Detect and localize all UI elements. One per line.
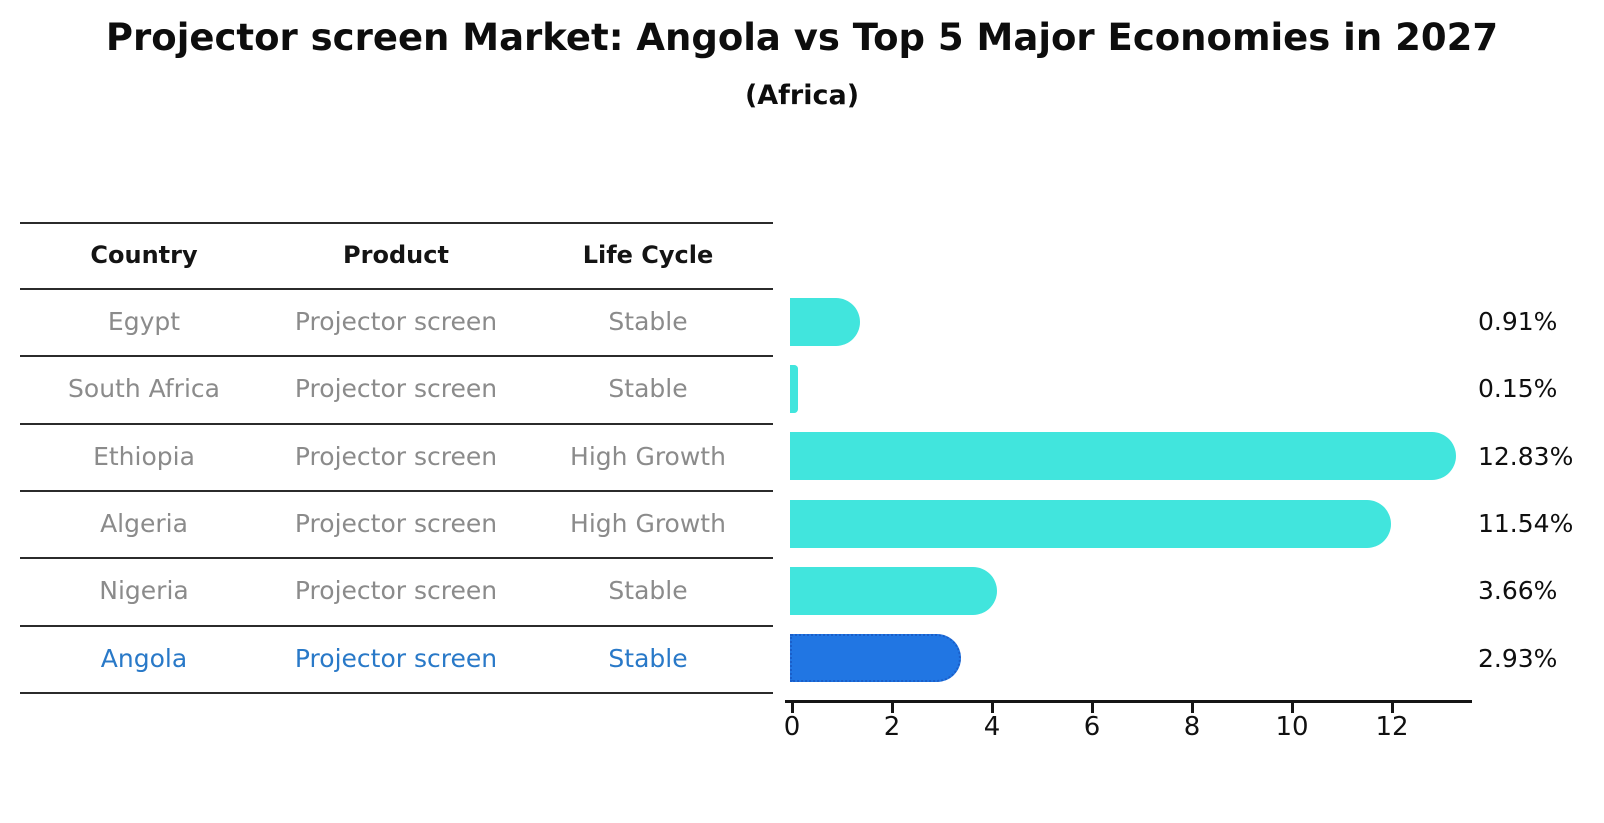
- life-cycle-cell: Stable: [608, 576, 688, 606]
- life-cycle-cell: High Growth: [570, 441, 726, 471]
- x-axis-tick: [1390, 702, 1394, 713]
- life-cycle-cell: Stable: [608, 307, 688, 337]
- x-axis-tick: [790, 702, 794, 713]
- x-axis-tick: [990, 702, 994, 713]
- x-axis-tick-label: 10: [1275, 712, 1309, 742]
- x-axis-tick: [1190, 702, 1194, 713]
- table-row: Egypt Projector screen Stable 0.91%: [0, 288, 1604, 355]
- chart-subtitle: (Africa): [744, 80, 860, 111]
- product-cell: Projector screen: [294, 576, 498, 606]
- x-axis-tick-label: 12: [1375, 712, 1409, 742]
- x-axis-tick-label: 0: [783, 712, 801, 742]
- life-cycle-cell: Stable: [608, 643, 688, 673]
- country-cell: Egypt: [107, 307, 181, 337]
- country-cell: South Africa: [68, 374, 220, 404]
- x-axis-line: [785, 700, 1472, 703]
- column-header-country: Country: [90, 241, 198, 269]
- bar-ethiopia: [790, 432, 1456, 481]
- table-row: Algeria Projector screen High Growth 11.…: [0, 490, 1604, 557]
- country-cell: Algeria: [100, 509, 188, 539]
- table-row-highlighted: Angola Projector screen Stable 2.93%: [0, 625, 1604, 692]
- bar-egypt: [790, 297, 860, 346]
- country-cell: Nigeria: [99, 576, 189, 606]
- row-divider: [20, 355, 773, 357]
- x-axis-tick-label: 8: [1183, 712, 1201, 742]
- row-divider: [20, 423, 773, 425]
- table-header-row: Country Product Life Cycle: [0, 222, 1604, 288]
- table-top-rule: [20, 222, 773, 224]
- product-cell: Projector screen: [294, 374, 498, 404]
- product-cell: Projector screen: [294, 441, 498, 471]
- table-bottom-rule: [20, 692, 773, 694]
- x-axis-tick: [1090, 702, 1094, 713]
- x-axis-tick: [1290, 702, 1294, 713]
- row-divider: [20, 557, 773, 559]
- product-cell: Projector screen: [294, 307, 498, 337]
- chart-title: Projector screen Market: Angola vs Top 5…: [105, 16, 1499, 59]
- x-axis-tick-label: 2: [883, 712, 901, 742]
- value-label: 3.66%: [1478, 576, 1558, 606]
- life-cycle-cell: Stable: [608, 374, 688, 404]
- table-row: Nigeria Projector screen Stable 3.66%: [0, 557, 1604, 624]
- value-label: 12.83%: [1478, 441, 1574, 471]
- value-label: 2.93%: [1478, 643, 1558, 673]
- column-header-life-cycle: Life Cycle: [582, 241, 714, 269]
- x-axis-tick: [890, 702, 894, 713]
- bar-algeria: [790, 499, 1391, 548]
- table-row: Ethiopia Projector screen High Growth 12…: [0, 423, 1604, 490]
- bar-nigeria: [790, 567, 997, 616]
- product-cell: Projector screen: [294, 509, 498, 539]
- value-label: 11.54%: [1478, 509, 1574, 539]
- column-header-product: Product: [343, 241, 449, 269]
- value-label: 0.15%: [1478, 374, 1558, 404]
- life-cycle-cell: High Growth: [570, 509, 726, 539]
- table-row: South Africa Projector screen Stable 0.1…: [0, 355, 1604, 422]
- bar-angola-highlighted: [790, 634, 961, 683]
- bar-south-africa: [790, 365, 798, 414]
- value-label: 0.91%: [1478, 307, 1558, 337]
- country-cell: Angola: [100, 643, 188, 673]
- product-cell: Projector screen: [294, 643, 498, 673]
- country-cell: Ethiopia: [93, 441, 195, 471]
- table-header-rule: [20, 288, 773, 290]
- x-axis-tick-label: 6: [1083, 712, 1101, 742]
- row-divider: [20, 490, 773, 492]
- row-divider: [20, 625, 773, 627]
- x-axis-tick-label: 4: [983, 712, 1001, 742]
